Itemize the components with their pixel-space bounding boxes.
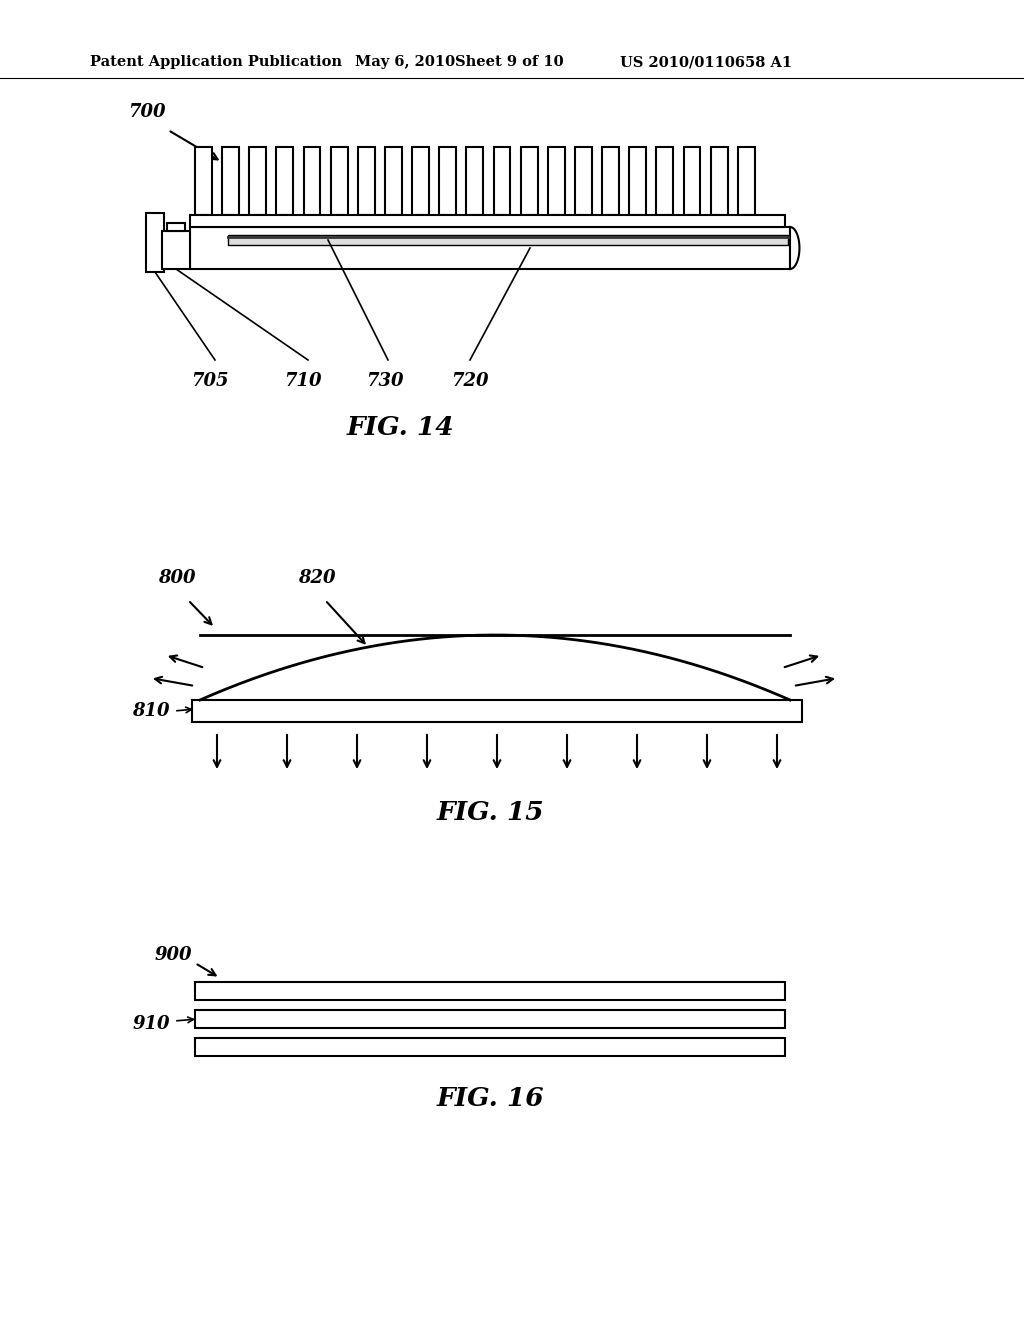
Text: 900: 900 <box>155 946 193 964</box>
Text: Sheet 9 of 10: Sheet 9 of 10 <box>455 55 563 69</box>
Bar <box>412 147 429 215</box>
Bar <box>521 147 538 215</box>
Bar <box>303 147 321 215</box>
Bar <box>195 147 212 215</box>
Bar <box>190 215 785 227</box>
Text: 910: 910 <box>132 1015 170 1034</box>
Bar <box>162 231 190 269</box>
Text: Patent Application Publication: Patent Application Publication <box>90 55 342 69</box>
Text: US 2010/0110658 A1: US 2010/0110658 A1 <box>620 55 793 69</box>
Text: FIG. 14: FIG. 14 <box>346 414 454 440</box>
Bar <box>167 223 185 231</box>
Bar <box>684 147 700 215</box>
Bar <box>494 147 510 215</box>
Bar <box>146 213 164 272</box>
Text: 705: 705 <box>191 372 228 389</box>
Bar <box>195 982 785 1001</box>
Text: 810: 810 <box>132 702 170 719</box>
Bar <box>575 147 592 215</box>
Bar <box>711 147 727 215</box>
Text: 800: 800 <box>158 569 196 587</box>
Bar <box>466 147 483 215</box>
Text: FIG. 15: FIG. 15 <box>436 800 544 825</box>
Bar <box>276 147 293 215</box>
Bar <box>331 147 347 215</box>
Bar <box>195 1010 785 1028</box>
Bar <box>738 147 755 215</box>
Text: 820: 820 <box>298 569 336 587</box>
Bar <box>385 147 401 215</box>
Bar <box>439 147 456 215</box>
Bar <box>193 700 802 722</box>
Text: May 6, 2010: May 6, 2010 <box>355 55 455 69</box>
Bar <box>195 1038 785 1056</box>
Text: 710: 710 <box>285 372 322 389</box>
Text: FIG. 16: FIG. 16 <box>436 1086 544 1111</box>
Bar <box>222 147 239 215</box>
Bar <box>630 147 646 215</box>
Bar <box>357 147 375 215</box>
Bar <box>548 147 564 215</box>
Bar <box>249 147 266 215</box>
Bar <box>656 147 673 215</box>
Text: 700: 700 <box>128 103 166 121</box>
Text: 730: 730 <box>367 372 403 389</box>
Bar <box>602 147 618 215</box>
Text: 720: 720 <box>452 372 488 389</box>
Bar <box>190 227 790 269</box>
Bar <box>228 235 788 246</box>
